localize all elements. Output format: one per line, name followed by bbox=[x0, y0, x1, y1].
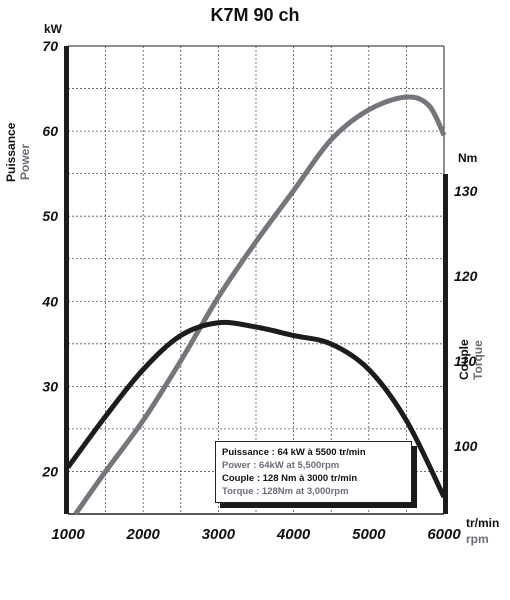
left-axis-bar bbox=[64, 46, 69, 514]
x-tick-label: 5000 bbox=[352, 526, 386, 543]
y2-tick-label: 100 bbox=[454, 438, 478, 454]
x-tick-label: 1000 bbox=[51, 526, 85, 543]
y2-tick-label: 110 bbox=[454, 353, 477, 369]
legend-power-fr: Puissance : 64 kW à 5500 tr/min bbox=[222, 447, 366, 458]
y-tick-label: 70 bbox=[42, 38, 58, 54]
legend-box: Puissance : 64 kW à 5500 tr/min Power : … bbox=[215, 441, 412, 503]
y2-tick-label: 120 bbox=[454, 268, 478, 284]
y-tick-label: 50 bbox=[42, 208, 58, 224]
x-unit-label-en: rpm bbox=[466, 532, 489, 546]
legend-power-en: Power : 64kW at 5,500rpm bbox=[222, 460, 340, 471]
left-axis-title: Puissance bbox=[4, 122, 18, 182]
x-tick-label: 3000 bbox=[202, 526, 236, 543]
x-tick-label: 6000 bbox=[427, 526, 461, 543]
y-tick-label: 20 bbox=[41, 463, 58, 479]
legend-torque-en: Torque : 128Nm at 3,000rpm bbox=[222, 486, 349, 497]
right-axis-title: Couple bbox=[457, 339, 471, 380]
curves bbox=[65, 94, 447, 516]
grid-lines bbox=[68, 46, 444, 514]
legend-torque-fr: Couple : 128 Nm à 3000 tr/min bbox=[222, 473, 358, 484]
power-curve bbox=[73, 94, 447, 516]
y2-tick-label: 130 bbox=[454, 183, 478, 199]
y-tick-label: 30 bbox=[42, 378, 58, 394]
chart-title: K7M 90 ch bbox=[210, 5, 300, 25]
y-tick-label: 60 bbox=[42, 123, 58, 139]
axes bbox=[64, 45, 448, 515]
tick-labels: 20 30 40 50 60 70 100 110 120 130 1000 2000 3000 4000… bbox=[41, 38, 477, 543]
right-axis-bar bbox=[443, 174, 448, 514]
x-tick-label: 2000 bbox=[126, 526, 161, 543]
left-axis-title-en: Power bbox=[18, 143, 32, 180]
left-unit-label: kW bbox=[44, 22, 62, 36]
x-tick-label: 4000 bbox=[276, 526, 311, 543]
right-unit-label: Nm bbox=[458, 151, 478, 165]
right-axis-title-en: Torque bbox=[471, 340, 485, 380]
x-unit-label: tr/min bbox=[466, 516, 500, 530]
y-tick-label: 40 bbox=[41, 293, 58, 309]
